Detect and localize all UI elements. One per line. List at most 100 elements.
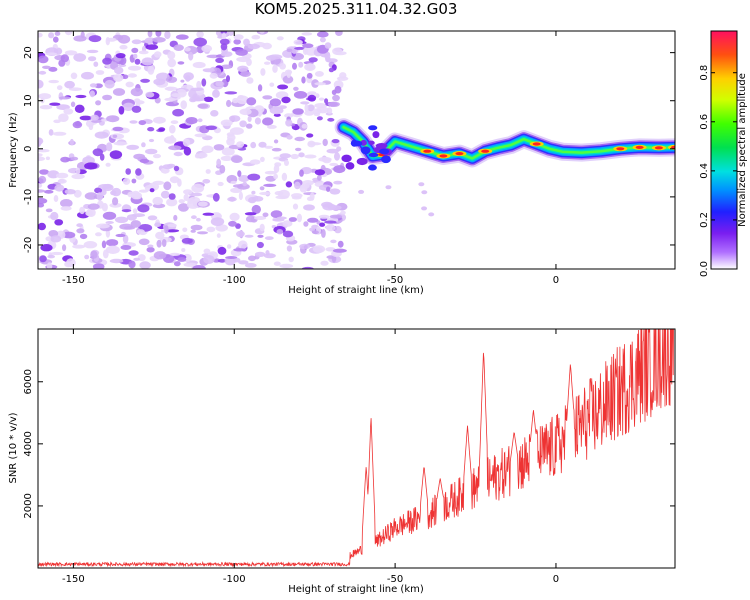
noise-blob — [105, 245, 120, 254]
noise-blob — [105, 221, 114, 224]
noise-blob — [216, 158, 222, 168]
snr-frame — [37, 328, 676, 569]
noise-blob — [286, 245, 292, 252]
noise-blob — [54, 219, 64, 226]
noise-blob — [237, 65, 249, 73]
colorbar-label: Normalized spectral amplitude — [737, 73, 748, 227]
noise-blob — [192, 265, 206, 269]
noise-blob — [332, 47, 343, 55]
noise-blob — [227, 196, 237, 202]
noise-blob — [98, 184, 113, 189]
noise-blob — [327, 101, 340, 108]
noise-blob — [183, 146, 192, 156]
onset-blob — [368, 140, 375, 145]
noise-blob — [203, 255, 215, 264]
noise-blob — [243, 38, 250, 46]
noise-blob — [276, 36, 284, 41]
noise-blob — [235, 49, 248, 56]
noise-blob — [322, 138, 328, 147]
noise-blob — [303, 192, 317, 196]
noise-blob — [322, 157, 332, 164]
noise-blob — [156, 239, 162, 248]
snr-x-ticks: -150 -100 -50 0 — [62, 329, 559, 585]
noise-blob — [286, 48, 293, 53]
onset-blob — [356, 157, 368, 166]
noise-blob — [300, 101, 310, 105]
noise-blob — [144, 119, 153, 124]
noise-blob — [262, 117, 274, 126]
y-tick-label: 20 — [23, 46, 34, 59]
noise-blob — [70, 156, 79, 161]
noise-blob — [72, 121, 83, 129]
spectrogram-x-ticks: -150 -100 -50 0 — [62, 31, 559, 286]
noise-blob — [62, 231, 76, 239]
noise-blob — [131, 47, 139, 54]
noise-blob — [138, 189, 149, 193]
noise-blob — [43, 189, 54, 194]
noise-blob — [152, 37, 166, 43]
noise-blob — [326, 223, 336, 232]
y-tick-label: 6000 — [23, 369, 34, 394]
noise-blob — [102, 211, 117, 220]
noise-blob — [167, 58, 177, 68]
noise-blob — [237, 95, 245, 99]
onset-blob — [379, 148, 390, 155]
noise-blob — [264, 61, 271, 65]
noise-blob — [177, 257, 187, 262]
noise-blob — [324, 52, 331, 61]
noise-blob — [166, 198, 178, 207]
noise-blob — [215, 224, 228, 232]
noise-blob — [275, 195, 289, 200]
noise-blob — [217, 181, 224, 187]
noise-blob — [133, 153, 146, 160]
noise-blob — [247, 43, 260, 50]
noise-blob — [267, 124, 277, 129]
noise-blob — [88, 123, 94, 131]
noise-blob — [260, 156, 265, 162]
noise-blob — [285, 181, 293, 188]
noise-blob — [118, 106, 125, 115]
noise-blob — [192, 61, 206, 69]
noise-blob — [75, 167, 81, 175]
noise-blob — [308, 142, 322, 146]
noise-blob — [281, 172, 288, 181]
noise-blob — [188, 51, 194, 61]
noise-blob — [282, 75, 294, 84]
noise-blob — [79, 115, 92, 121]
noise-blob — [301, 123, 308, 129]
noise-blob — [153, 153, 161, 159]
noise-blob — [160, 190, 170, 199]
noise-blob — [113, 74, 124, 82]
noise-blob — [269, 82, 275, 87]
noise-blob — [48, 79, 59, 84]
noise-blob — [245, 123, 253, 129]
noise-blob — [326, 186, 331, 192]
noise-blob — [284, 159, 289, 166]
noise-blob — [128, 260, 136, 269]
noise-blob — [193, 37, 207, 47]
signal-peak-core — [439, 154, 448, 158]
noise-blob — [135, 168, 142, 176]
noise-blob — [105, 37, 111, 46]
colorbar-tick-label: 0.2 — [699, 212, 710, 228]
noise-blob — [90, 114, 99, 121]
noise-blob — [94, 187, 103, 194]
noise-blob — [101, 202, 108, 212]
noise-blob — [277, 84, 289, 90]
noise-blob — [134, 58, 141, 65]
noise-blob — [198, 152, 208, 159]
noise-blob — [302, 47, 309, 55]
noise-blob — [250, 141, 257, 149]
noise-blob — [54, 31, 61, 36]
noise-blob — [256, 241, 264, 249]
noise-blob — [312, 245, 326, 254]
noise-blob — [301, 32, 313, 36]
noise-blob — [145, 44, 159, 50]
noise-blob — [185, 117, 198, 125]
noise-blob — [169, 124, 176, 134]
noise-blob — [220, 119, 233, 127]
noise-blob — [79, 206, 85, 215]
noise-blob — [115, 53, 126, 59]
noise-blob — [76, 228, 85, 234]
